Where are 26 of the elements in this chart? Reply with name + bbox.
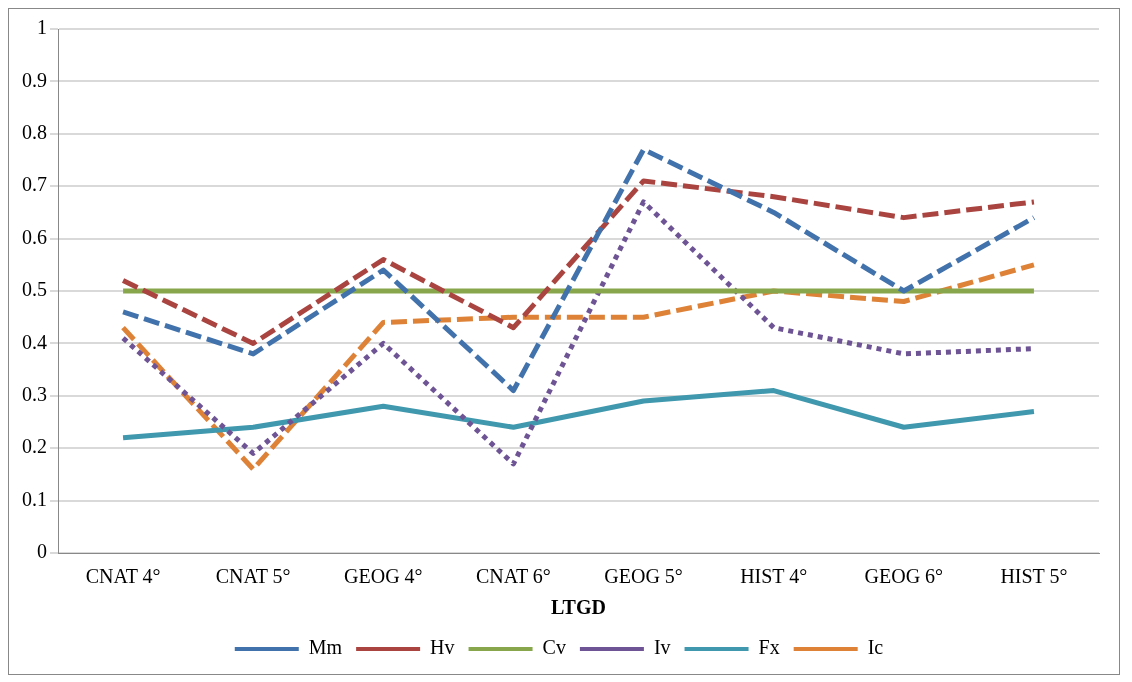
- legend-label: Cv: [542, 636, 566, 659]
- x-tick-label: CNAT 6°: [476, 565, 551, 588]
- legend-label: Iv: [653, 636, 671, 659]
- y-tick-label: 0.5: [22, 278, 47, 301]
- y-tick-label: 0.2: [22, 435, 47, 458]
- y-tick-label: 0.6: [22, 225, 47, 248]
- x-tick-label: GEOG 5°: [604, 565, 683, 588]
- y-tick-label: 0.8: [22, 121, 47, 144]
- x-tick-label: HIST 5°: [1000, 565, 1068, 588]
- y-tick-label: 0.7: [22, 173, 47, 196]
- y-tick-label: 0.4: [22, 330, 47, 353]
- legend-label: Ic: [867, 636, 884, 659]
- legend-label: Hv: [430, 636, 455, 659]
- x-tick-label: GEOG 4°: [344, 565, 423, 588]
- y-tick-label: 0.9: [22, 68, 47, 91]
- x-tick-label: CNAT 4°: [85, 565, 161, 588]
- legend-label: Mm: [308, 636, 343, 659]
- legend-label: Fx: [758, 636, 780, 659]
- y-tick-label: 1: [37, 16, 47, 39]
- y-tick-label: 0.1: [22, 487, 47, 510]
- y-tick-label: 0.3: [22, 383, 47, 406]
- x-tick-label: HIST 4°: [740, 565, 808, 588]
- y-tick-label: 0: [37, 540, 47, 563]
- x-tick-label: GEOG 6°: [864, 565, 944, 588]
- x-tick-label: CNAT 5°: [215, 565, 291, 588]
- x-axis-title: LTGD: [551, 596, 606, 619]
